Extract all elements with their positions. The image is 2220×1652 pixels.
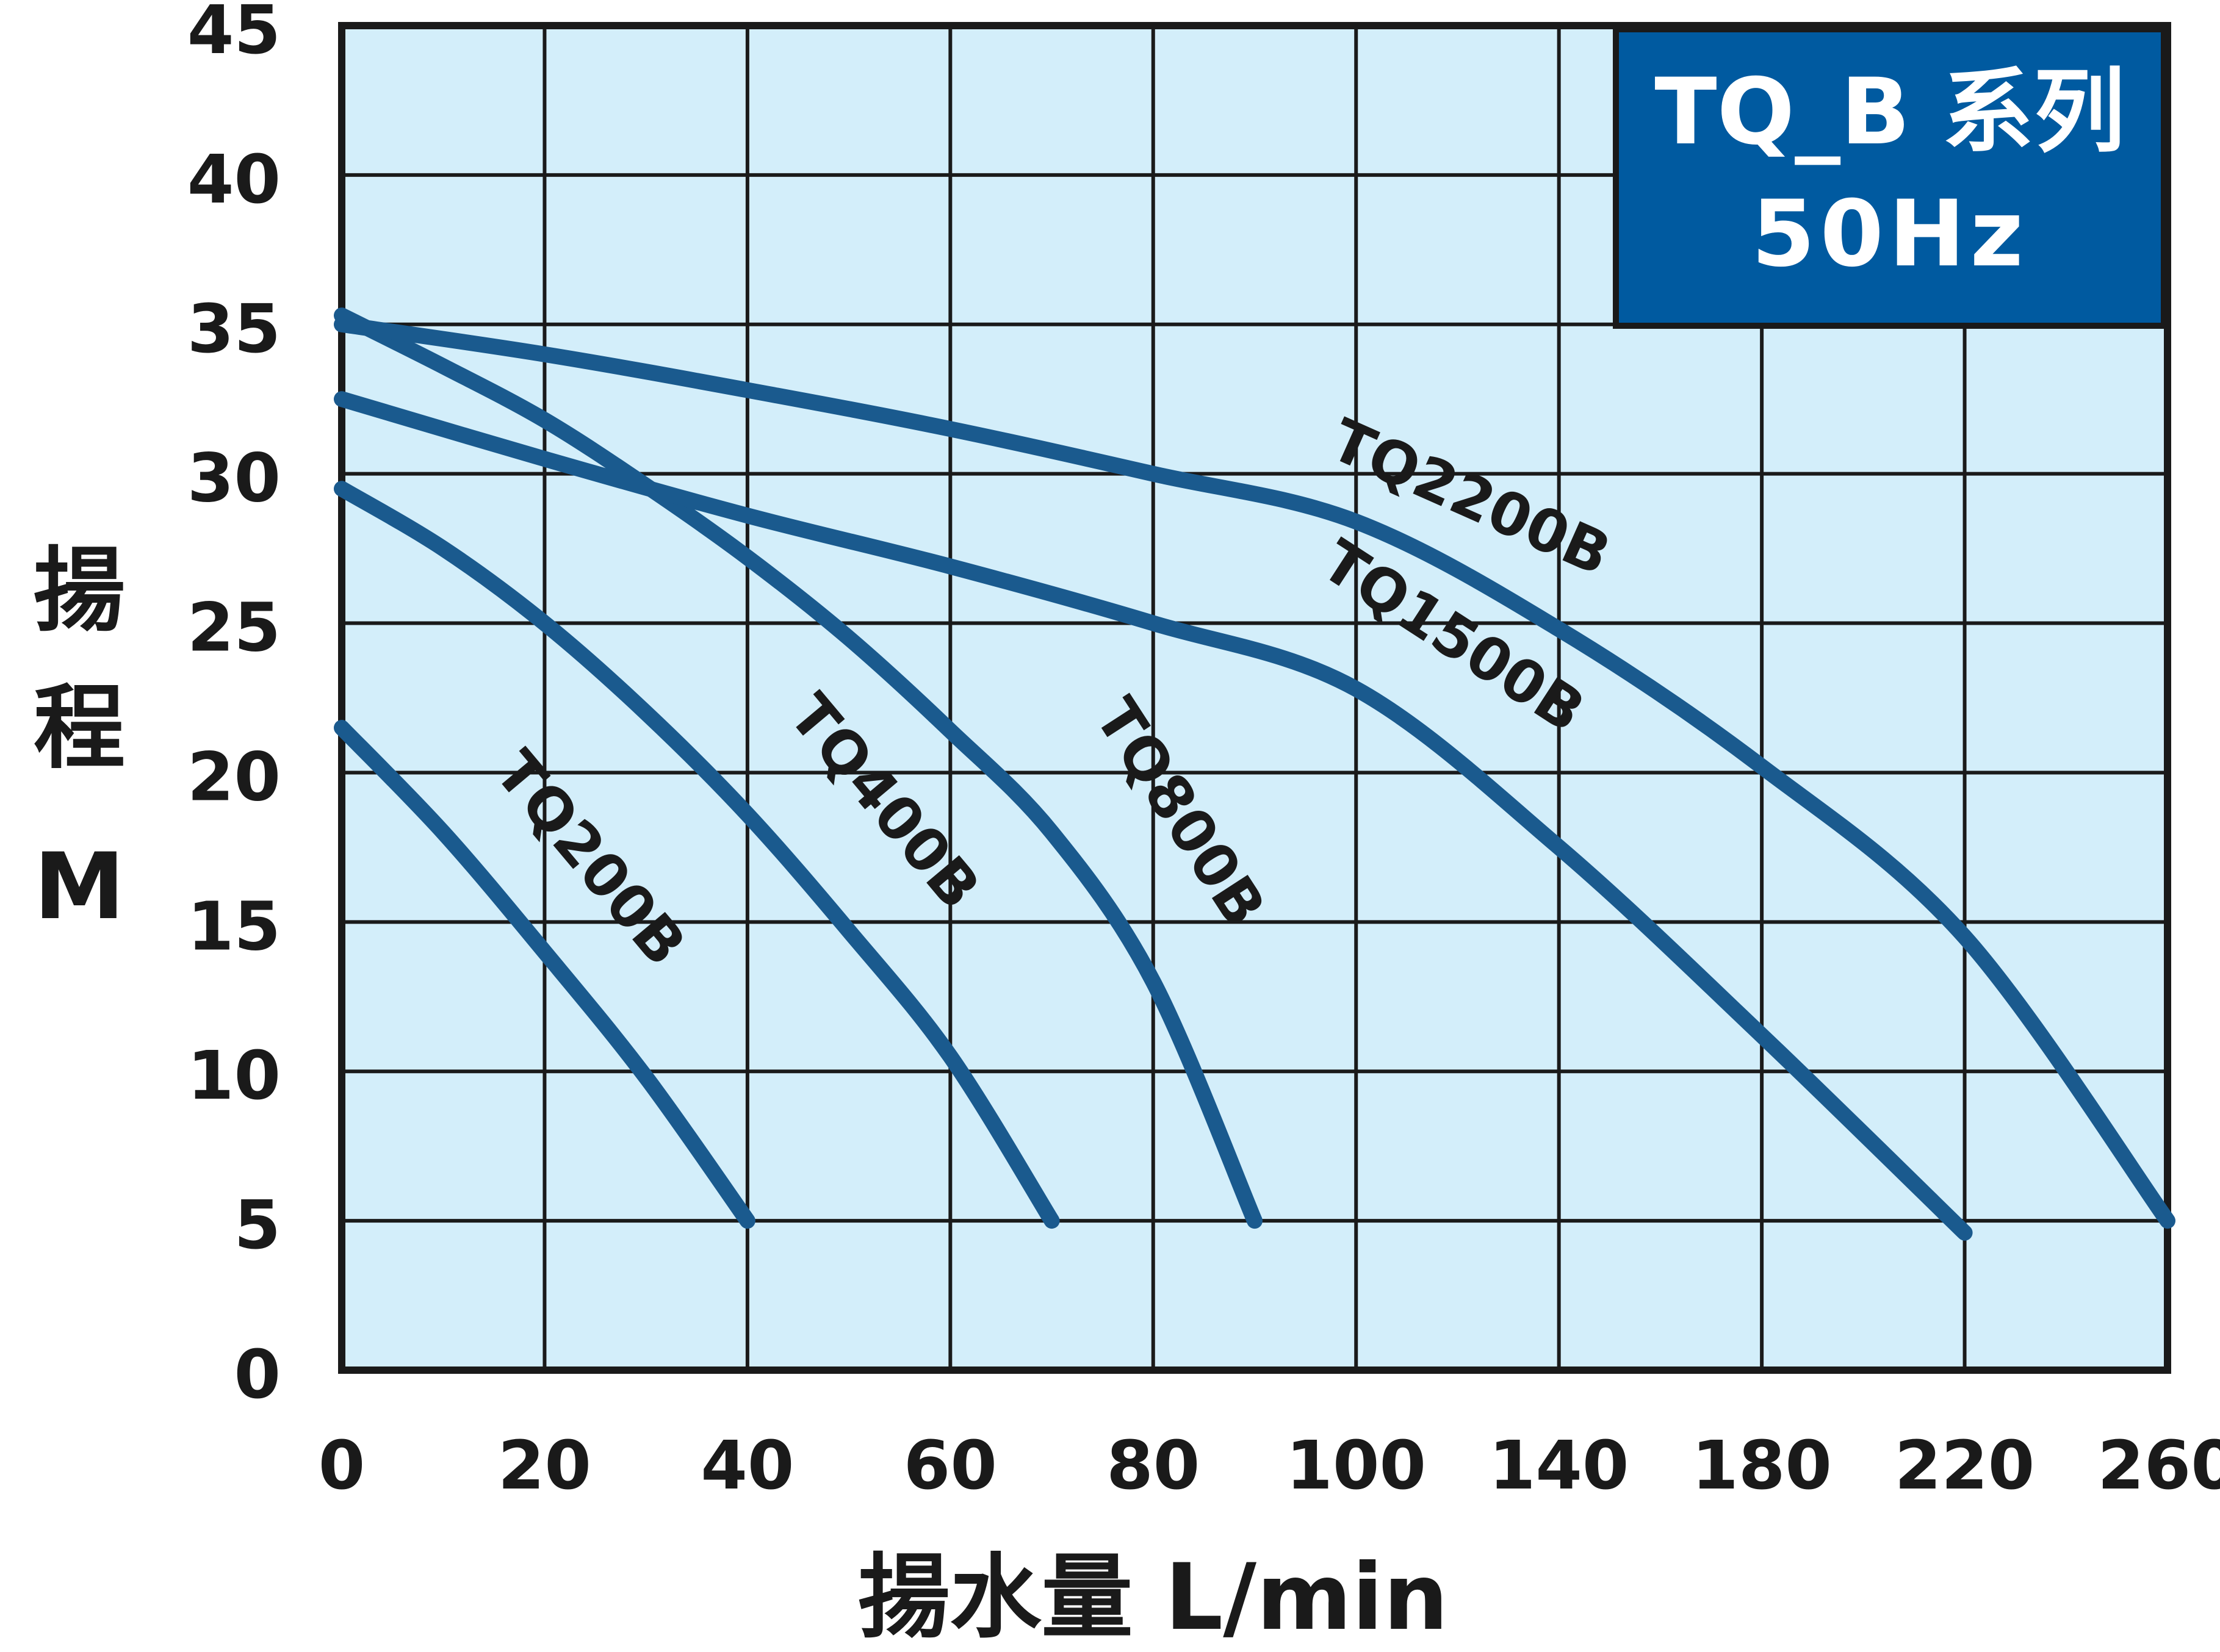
y-tick-label: 30	[187, 439, 281, 517]
x-tick-label: 140	[1489, 1426, 1629, 1504]
x-tick-label: 260	[2097, 1426, 2220, 1504]
y-tick-label: 45	[187, 0, 281, 69]
y-tick-label: 10	[187, 1036, 281, 1115]
y-tick-label: 0	[234, 1335, 281, 1413]
curves	[334, 307, 2175, 1241]
y-axis-label-char-1: 揚	[34, 538, 125, 644]
chart-subtitle: 50Hz	[1751, 181, 2028, 287]
y-tick-label: 40	[187, 140, 281, 218]
x-tick-label: 40	[701, 1426, 794, 1504]
x-axis-ticks: 0 20 40 60 80 100 140 180 220 260	[319, 1426, 2220, 1504]
x-tick-label: 220	[1895, 1426, 2035, 1504]
y-tick-label: 20	[187, 738, 281, 816]
curve-tq400b	[334, 481, 1060, 1229]
y-tick-label: 35	[187, 290, 281, 368]
y-tick-label: 5	[234, 1186, 281, 1264]
x-tick-label: 20	[498, 1426, 591, 1504]
x-tick-label: 80	[1106, 1426, 1200, 1504]
title-box: TQ_B 系列 50Hz	[1613, 26, 2167, 329]
title-box-background	[1613, 26, 2167, 329]
y-axis-label-char-3: M	[34, 834, 124, 940]
x-tick-label: 180	[1692, 1426, 1832, 1504]
curve-tq1500b	[334, 391, 1973, 1241]
x-tick-label: 60	[904, 1426, 997, 1504]
y-tick-label: 15	[187, 887, 281, 965]
x-axis-label: 揚水量 L/min	[858, 1545, 1448, 1651]
x-tick-label: 0	[319, 1426, 366, 1504]
x-tick-label: 100	[1286, 1426, 1426, 1504]
curve-tq800b	[334, 307, 1263, 1229]
plot-border	[338, 22, 2171, 1374]
y-axis-ticks: 0 5 10 15 20 25 30 35 40 45	[187, 0, 281, 1413]
curve-tq2200b	[334, 316, 2175, 1229]
chart-title: TQ_B 系列	[1654, 59, 2125, 165]
curve-tq200b	[334, 720, 755, 1229]
y-axis-label: 揚 程 M	[34, 538, 125, 940]
y-tick-label: 25	[187, 589, 281, 667]
y-axis-label-char-2: 程	[34, 675, 125, 781]
